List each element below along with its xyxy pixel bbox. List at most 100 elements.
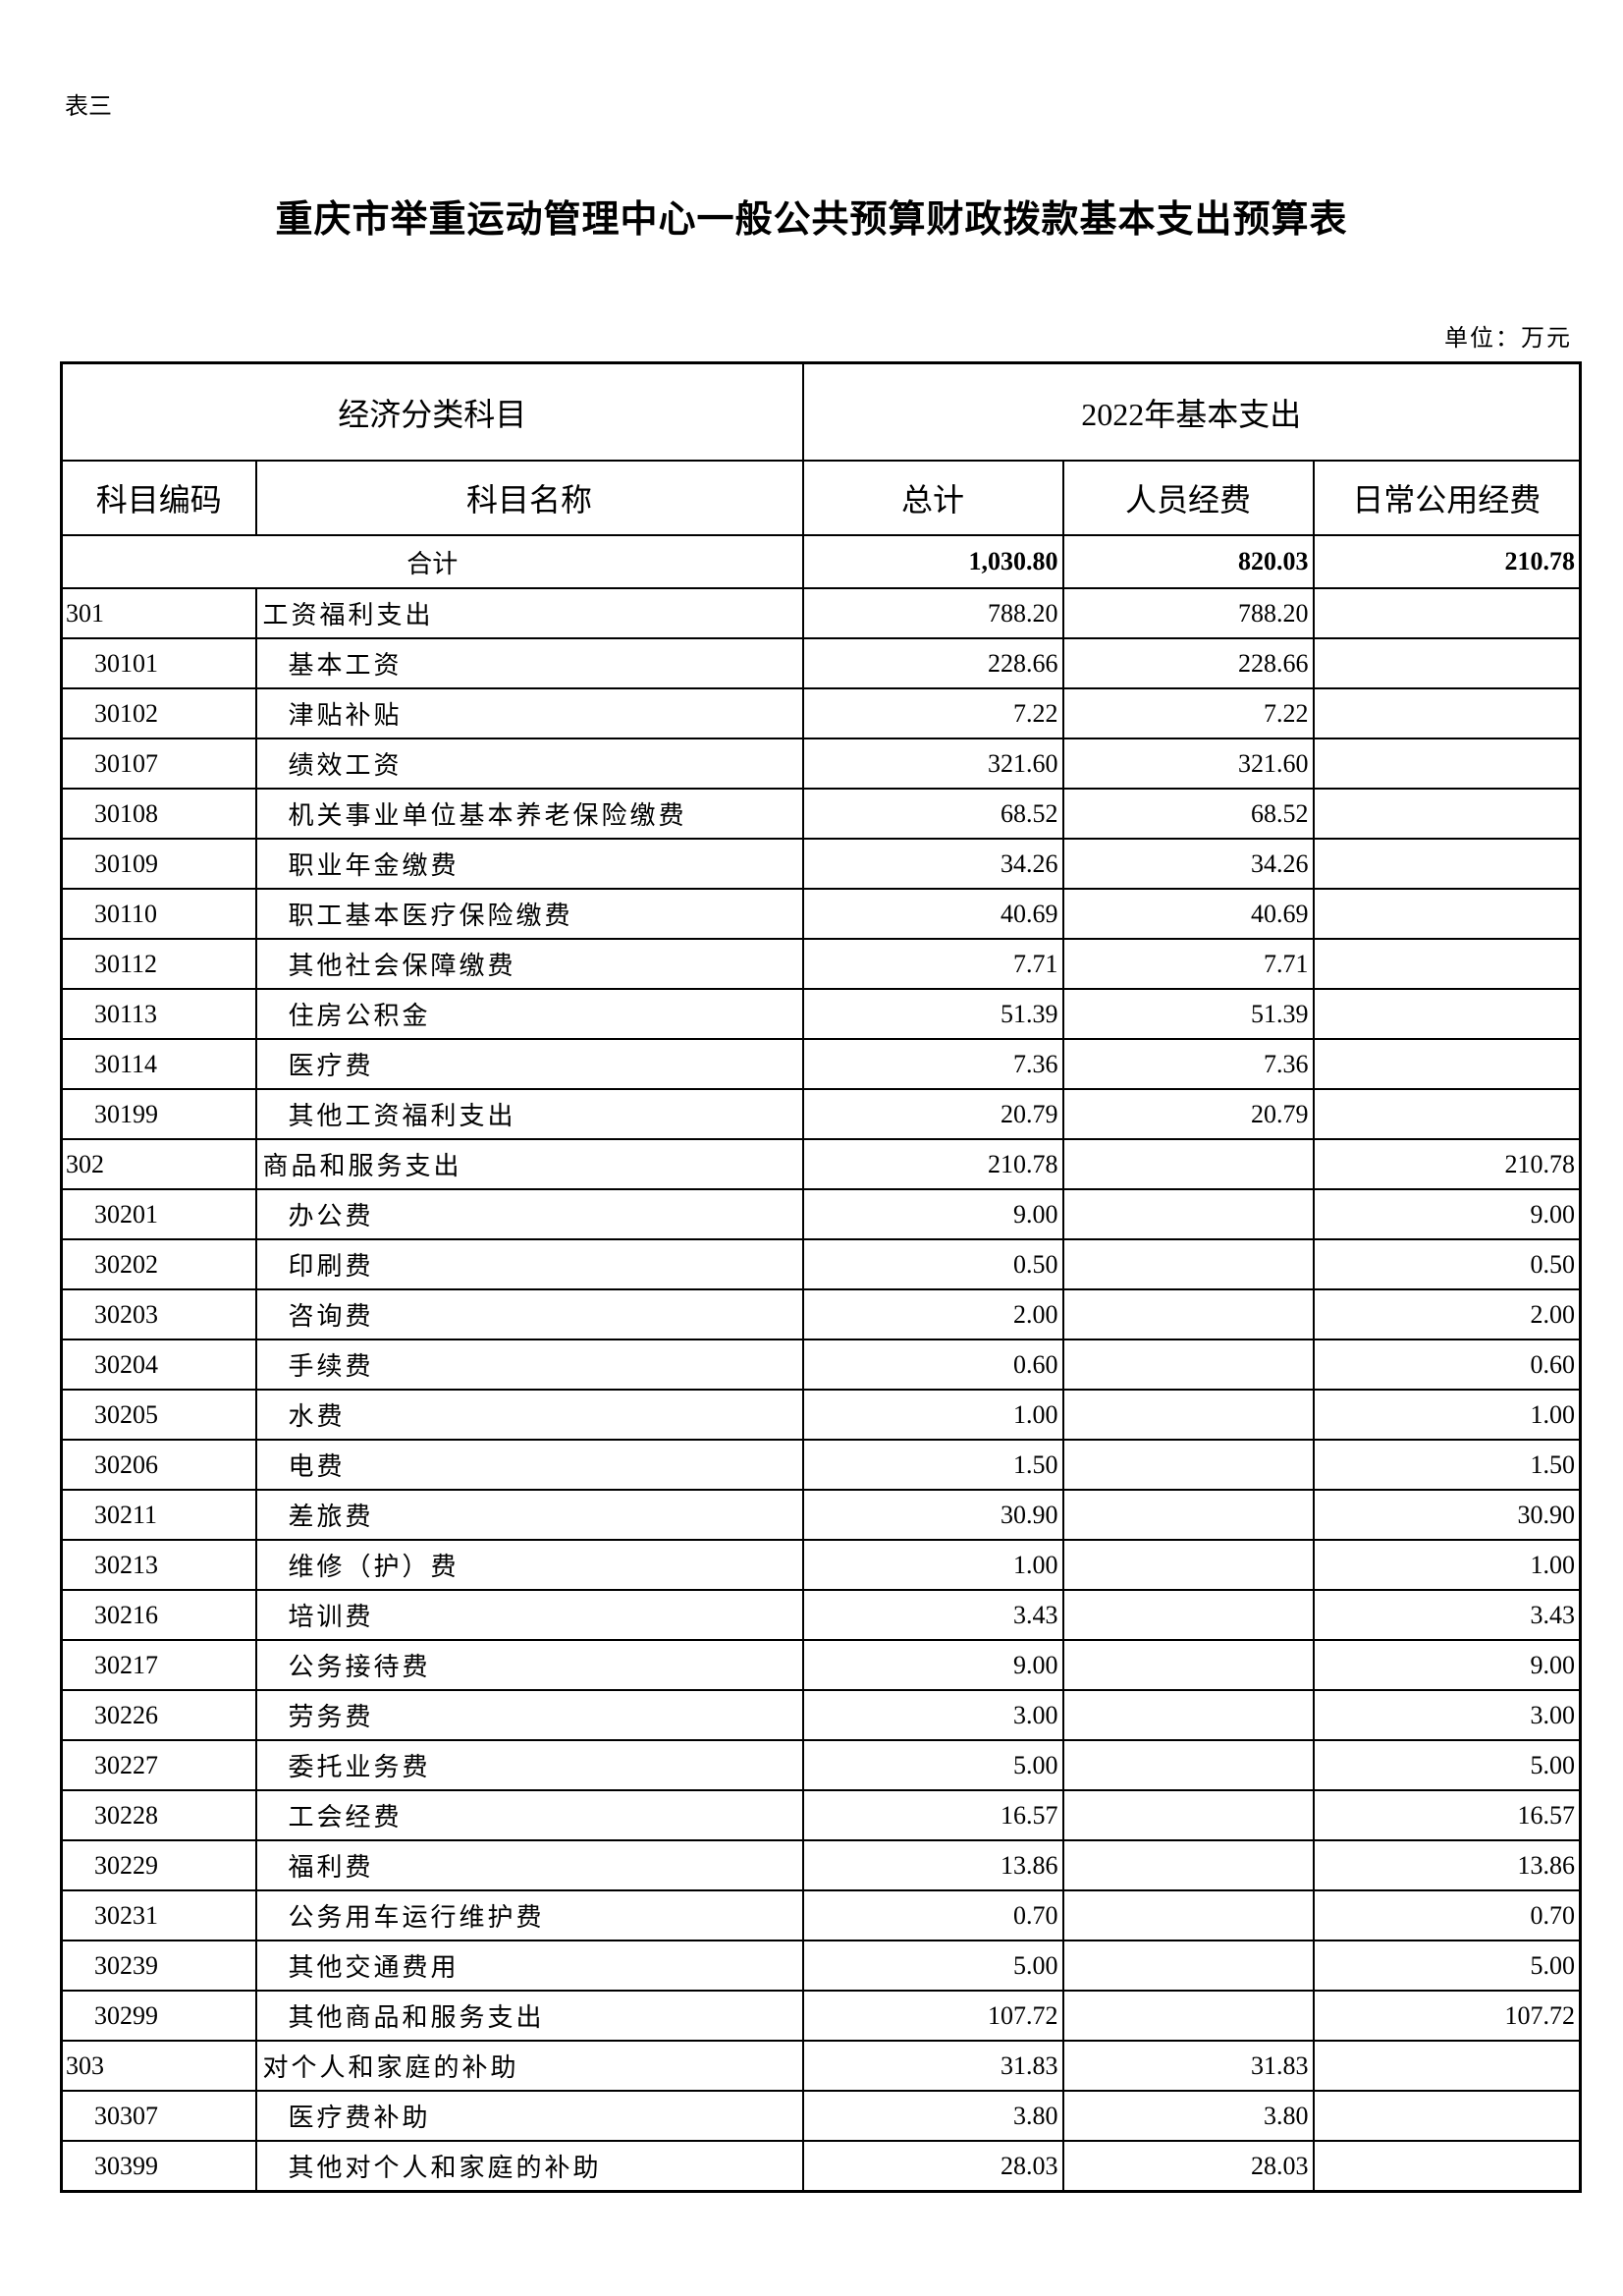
- table-row: 30307 医疗费补助 3.80 3.80: [60, 2090, 1582, 2142]
- row-total: 228.66: [801, 637, 1064, 689]
- row-personnel: [1061, 1539, 1315, 1591]
- table-row: 30213 维修（护）费 1.00 1.00: [60, 1539, 1582, 1591]
- row-name: 办公费: [254, 1188, 804, 1240]
- row-public: [1312, 788, 1582, 840]
- row-personnel: 31.83: [1061, 2040, 1315, 2092]
- row-name: 手续费: [254, 1339, 804, 1391]
- row-code: 30227: [60, 1739, 257, 1791]
- row-public: [1312, 838, 1582, 890]
- header-public: 日常公用经费: [1312, 460, 1582, 536]
- row-code: 30205: [60, 1389, 257, 1441]
- row-total: 68.52: [801, 788, 1064, 840]
- row-total: 210.78: [801, 1138, 1064, 1190]
- table-row: 30110 职工基本医疗保险缴费 40.69 40.69: [60, 888, 1582, 940]
- row-total: 7.71: [801, 938, 1064, 990]
- budget-table: 经济分类科目 2022年基本支出 科目编码 科目名称 总计 人员经费 日常公用经…: [60, 361, 1583, 2193]
- row-code: 303: [60, 2040, 257, 2092]
- row-name: 其他对个人和家庭的补助: [254, 2140, 804, 2193]
- row-code: 30110: [60, 888, 257, 940]
- row-total: 3.80: [801, 2090, 1064, 2142]
- row-name: 水费: [254, 1389, 804, 1441]
- row-code: 30201: [60, 1188, 257, 1240]
- row-name: 咨询费: [254, 1288, 804, 1340]
- row-personnel: [1061, 1689, 1315, 1741]
- row-name: 劳务费: [254, 1689, 804, 1741]
- table-row: 30112 其他社会保障缴费 7.71 7.71: [60, 938, 1582, 990]
- row-personnel: [1061, 1339, 1315, 1391]
- table-row: 30203 咨询费 2.00 2.00: [60, 1288, 1582, 1340]
- row-personnel: [1061, 1238, 1315, 1290]
- table-row: 30299 其他商品和服务支出 107.72 107.72: [60, 1990, 1582, 2042]
- row-total: 1.00: [801, 1539, 1064, 1591]
- row-total: 20.79: [801, 1088, 1064, 1140]
- row-code: 30213: [60, 1539, 257, 1591]
- row-name: 福利费: [254, 1839, 804, 1891]
- row-code: 30204: [60, 1339, 257, 1391]
- row-public: [1312, 1038, 1582, 1090]
- table-number-label: 表三: [65, 94, 112, 120]
- row-code: 30211: [60, 1489, 257, 1541]
- row-public: 5.00: [1312, 1940, 1582, 1992]
- row-total: 5.00: [801, 1739, 1064, 1791]
- row-total: 0.70: [801, 1889, 1064, 1941]
- row-public: 16.57: [1312, 1789, 1582, 1841]
- header-name: 科目名称: [254, 460, 804, 536]
- row-personnel: 7.22: [1061, 687, 1315, 739]
- row-total: 321.60: [801, 738, 1064, 790]
- row-name: 其他工资福利支出: [254, 1088, 804, 1140]
- row-code: 30109: [60, 838, 257, 890]
- row-public: 2.00: [1312, 1288, 1582, 1340]
- table-row: 30226 劳务费 3.00 3.00: [60, 1689, 1582, 1741]
- table-row: 30102 津贴补贴 7.22 7.22: [60, 687, 1582, 739]
- total-row: 合计 1,030.80 820.03 210.78: [60, 534, 1582, 589]
- table-row: 30217 公务接待费 9.00 9.00: [60, 1639, 1582, 1691]
- row-code: 30203: [60, 1288, 257, 1340]
- row-code: 30228: [60, 1789, 257, 1841]
- row-code: 30307: [60, 2090, 257, 2142]
- row-name: 医疗费: [254, 1038, 804, 1090]
- table-row: 30206 电费 1.50 1.50: [60, 1439, 1582, 1491]
- row-code: 30239: [60, 1940, 257, 1992]
- row-name: 工资福利支出: [254, 587, 804, 639]
- unit-label: 单位：万元: [1444, 326, 1572, 352]
- header-personnel: 人员经费: [1061, 460, 1315, 536]
- total-label: 合计: [60, 534, 804, 589]
- row-public: [1312, 938, 1582, 990]
- row-public: [1312, 738, 1582, 790]
- row-public: 210.78: [1312, 1138, 1582, 1190]
- row-name: 商品和服务支出: [254, 1138, 804, 1190]
- row-name: 住房公积金: [254, 988, 804, 1040]
- row-personnel: 40.69: [1061, 888, 1315, 940]
- row-public: [1312, 587, 1582, 639]
- row-name: 对个人和家庭的补助: [254, 2040, 804, 2092]
- row-public: 0.60: [1312, 1339, 1582, 1391]
- row-personnel: [1061, 1739, 1315, 1791]
- row-personnel: [1061, 1589, 1315, 1641]
- table-row: 30239 其他交通费用 5.00 5.00: [60, 1940, 1582, 1992]
- header-column-row: 科目编码 科目名称 总计 人员经费 日常公用经费: [60, 460, 1582, 536]
- row-code: 30112: [60, 938, 257, 990]
- row-personnel: [1061, 1889, 1315, 1941]
- row-personnel: [1061, 1839, 1315, 1891]
- table-row: 30101 基本工资 228.66 228.66: [60, 637, 1582, 689]
- row-total: 30.90: [801, 1489, 1064, 1541]
- row-total: 51.39: [801, 988, 1064, 1040]
- row-code: 30107: [60, 738, 257, 790]
- table-row: 30108 机关事业单位基本养老保险缴费 68.52 68.52: [60, 788, 1582, 840]
- row-personnel: 28.03: [1061, 2140, 1315, 2193]
- row-personnel: [1061, 1990, 1315, 2042]
- row-personnel: 51.39: [1061, 988, 1315, 1040]
- row-personnel: [1061, 1789, 1315, 1841]
- table-row: 303 对个人和家庭的补助 31.83 31.83: [60, 2040, 1582, 2092]
- row-code: 30216: [60, 1589, 257, 1641]
- row-code: 30101: [60, 637, 257, 689]
- row-code: 30202: [60, 1238, 257, 1290]
- page-title: 重庆市举重运动管理中心一般公共预算财政拨款基本支出预算表: [275, 199, 1348, 241]
- table-row: 30227 委托业务费 5.00 5.00: [60, 1739, 1582, 1791]
- row-name: 基本工资: [254, 637, 804, 689]
- table-row: 30205 水费 1.00 1.00: [60, 1389, 1582, 1441]
- table-row: 30211 差旅费 30.90 30.90: [60, 1489, 1582, 1541]
- row-code: 30299: [60, 1990, 257, 2042]
- row-name: 其他交通费用: [254, 1940, 804, 1992]
- table-row: 30107 绩效工资 321.60 321.60: [60, 738, 1582, 790]
